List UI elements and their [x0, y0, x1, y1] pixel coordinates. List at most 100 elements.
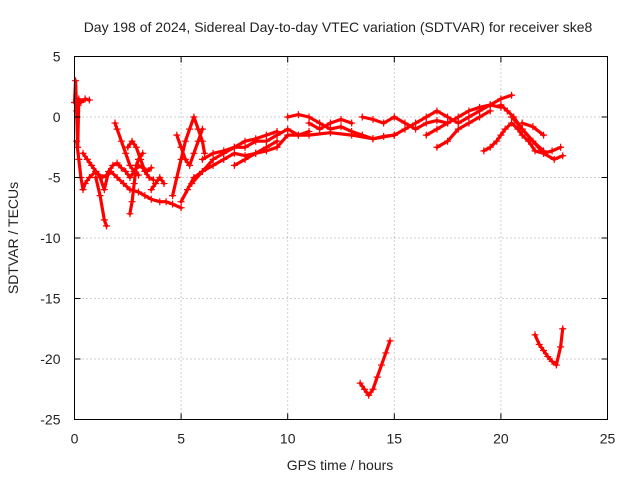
data-point: [241, 137, 249, 145]
data-point: [173, 174, 181, 181]
data-point: [378, 361, 386, 369]
y-tick-label: 5: [53, 49, 61, 65]
series-arc-h-markers: [147, 174, 168, 194]
data-point: [181, 155, 189, 163]
data-point: [486, 107, 494, 115]
series-arc-x-markers: [518, 119, 548, 139]
data-point: [360, 385, 368, 393]
data-point: [130, 167, 138, 175]
data-point: [134, 171, 142, 179]
data-point: [401, 125, 409, 133]
data-point: [169, 200, 177, 208]
data-point: [559, 325, 567, 333]
x-tick-label: 15: [387, 431, 403, 447]
series-arc-z: [533, 327, 565, 367]
data-point: [454, 119, 462, 127]
data-point: [422, 113, 430, 121]
data-point: [96, 192, 104, 200]
data-point: [126, 161, 134, 169]
data-point: [326, 125, 334, 133]
series-arc-w-markers: [508, 113, 567, 163]
data-point: [390, 113, 398, 121]
data-point: [230, 161, 238, 169]
data-point: [518, 119, 526, 127]
data-point: [305, 113, 313, 121]
data-point: [72, 77, 80, 85]
data-point: [559, 152, 567, 160]
data-point: [508, 119, 516, 127]
data-point: [209, 161, 217, 169]
data-point: [380, 132, 388, 140]
data-point: [369, 135, 377, 143]
data-point: [535, 340, 543, 348]
data-point: [305, 128, 313, 136]
data-point: [145, 174, 153, 181]
data-point: [75, 95, 83, 103]
data-point: [273, 137, 281, 145]
data-point: [284, 131, 292, 139]
data-point: [348, 119, 356, 127]
data-point: [433, 143, 441, 151]
data-point: [508, 113, 516, 121]
data-point: [508, 91, 516, 99]
data-point: [113, 159, 121, 167]
data-point: [531, 331, 539, 339]
data-point: [503, 107, 511, 115]
data-point: [122, 167, 130, 175]
data-point: [529, 123, 537, 131]
data-point: [126, 210, 134, 218]
data-point: [486, 143, 494, 151]
data-point: [476, 113, 484, 121]
data-point: [209, 149, 217, 157]
data-point: [552, 361, 560, 369]
data-point: [337, 115, 345, 123]
y-axis-label: SDTVAR / TECUs: [5, 182, 21, 294]
y-tick-label: -5: [48, 170, 61, 186]
data-point: [382, 349, 390, 357]
axis-ticks: 0 5 10 15 20 25 5 0 -5 -10 -15 -20 -25: [40, 49, 615, 447]
data-point: [373, 373, 381, 381]
data-point: [198, 125, 206, 133]
data-point: [433, 125, 441, 133]
data-point: [100, 216, 108, 224]
data-point: [486, 101, 494, 109]
y-tick-label: -25: [40, 412, 60, 428]
data-point: [147, 186, 155, 194]
data-point: [201, 149, 209, 157]
x-tick-label: 5: [177, 431, 185, 447]
data-point: [241, 143, 249, 151]
data-point: [262, 131, 270, 139]
series-arc-t-markers: [433, 107, 494, 151]
data-point: [194, 137, 202, 145]
data-point: [241, 155, 249, 163]
series-arc-h: [149, 175, 166, 192]
data-point: [540, 131, 548, 139]
data-point: [548, 357, 556, 365]
y-tick-label: -10: [40, 230, 60, 246]
data-point: [85, 96, 93, 104]
data-point: [117, 137, 125, 145]
data-point: [540, 347, 548, 355]
data-point: [177, 204, 185, 212]
data-point: [230, 149, 238, 157]
data-point: [493, 137, 501, 145]
y-tick-label: -20: [40, 351, 60, 367]
series-arc-t: [435, 109, 492, 149]
data-point: [557, 143, 565, 151]
data-point: [348, 128, 356, 136]
data-point: [316, 125, 324, 133]
data-point: [141, 192, 149, 200]
data-point: [390, 131, 398, 139]
data-point: [149, 176, 157, 184]
data-point: [531, 147, 539, 155]
data-point: [85, 174, 93, 181]
series-arc-p-markers: [305, 115, 356, 133]
data-point: [230, 143, 238, 151]
data-point: [83, 155, 91, 163]
series-arc-g-markers: [124, 137, 157, 184]
series-arc-c-markers: [79, 149, 155, 194]
data-point: [92, 174, 100, 181]
series-arc-s-markers: [422, 101, 505, 139]
data-traces: [71, 77, 567, 399]
